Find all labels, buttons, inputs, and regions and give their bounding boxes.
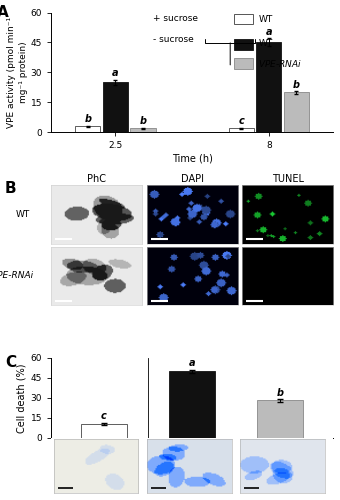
Bar bbox=[257, 400, 303, 438]
Text: b: b bbox=[139, 116, 147, 126]
Bar bbox=[234, 58, 253, 69]
Bar bbox=[103, 82, 128, 132]
Text: - sucrose: - sucrose bbox=[153, 36, 193, 44]
Title: DAPI: DAPI bbox=[181, 174, 204, 184]
Text: C: C bbox=[5, 355, 16, 370]
Y-axis label: VPE-RNAi: VPE-RNAi bbox=[0, 272, 33, 280]
Text: $VPE$-RNAi: $VPE$-RNAi bbox=[258, 58, 303, 69]
Bar bbox=[284, 92, 309, 132]
Bar bbox=[234, 39, 253, 50]
Text: - sucrose: - sucrose bbox=[216, 470, 257, 478]
Text: WT: WT bbox=[258, 15, 273, 24]
Text: B: B bbox=[5, 181, 17, 196]
Text: a: a bbox=[112, 68, 119, 78]
Title: PhC: PhC bbox=[87, 174, 106, 184]
Text: A: A bbox=[0, 6, 9, 20]
Text: c: c bbox=[238, 116, 244, 126]
Text: b: b bbox=[293, 80, 300, 90]
Text: WT: WT bbox=[258, 39, 273, 48]
Y-axis label: WT: WT bbox=[16, 210, 30, 219]
Text: b: b bbox=[84, 114, 91, 124]
Y-axis label: VPE activity (pmol min⁻¹
mg⁻¹ protein): VPE activity (pmol min⁻¹ mg⁻¹ protein) bbox=[7, 17, 28, 128]
Text: a: a bbox=[189, 358, 196, 368]
Bar bbox=[75, 126, 100, 132]
Text: c: c bbox=[101, 412, 107, 422]
Bar bbox=[228, 128, 254, 132]
Bar bbox=[81, 424, 127, 438]
Text: + sucrose: + sucrose bbox=[153, 14, 198, 22]
Bar bbox=[130, 128, 156, 132]
Bar bbox=[169, 371, 215, 438]
Bar bbox=[256, 42, 282, 132]
Title: TUNEL: TUNEL bbox=[272, 174, 304, 184]
Y-axis label: Cell death (%): Cell death (%) bbox=[16, 363, 26, 432]
Text: a: a bbox=[266, 27, 272, 37]
X-axis label: Time (h): Time (h) bbox=[172, 153, 212, 163]
Bar bbox=[234, 14, 253, 24]
Text: b: b bbox=[277, 388, 284, 398]
